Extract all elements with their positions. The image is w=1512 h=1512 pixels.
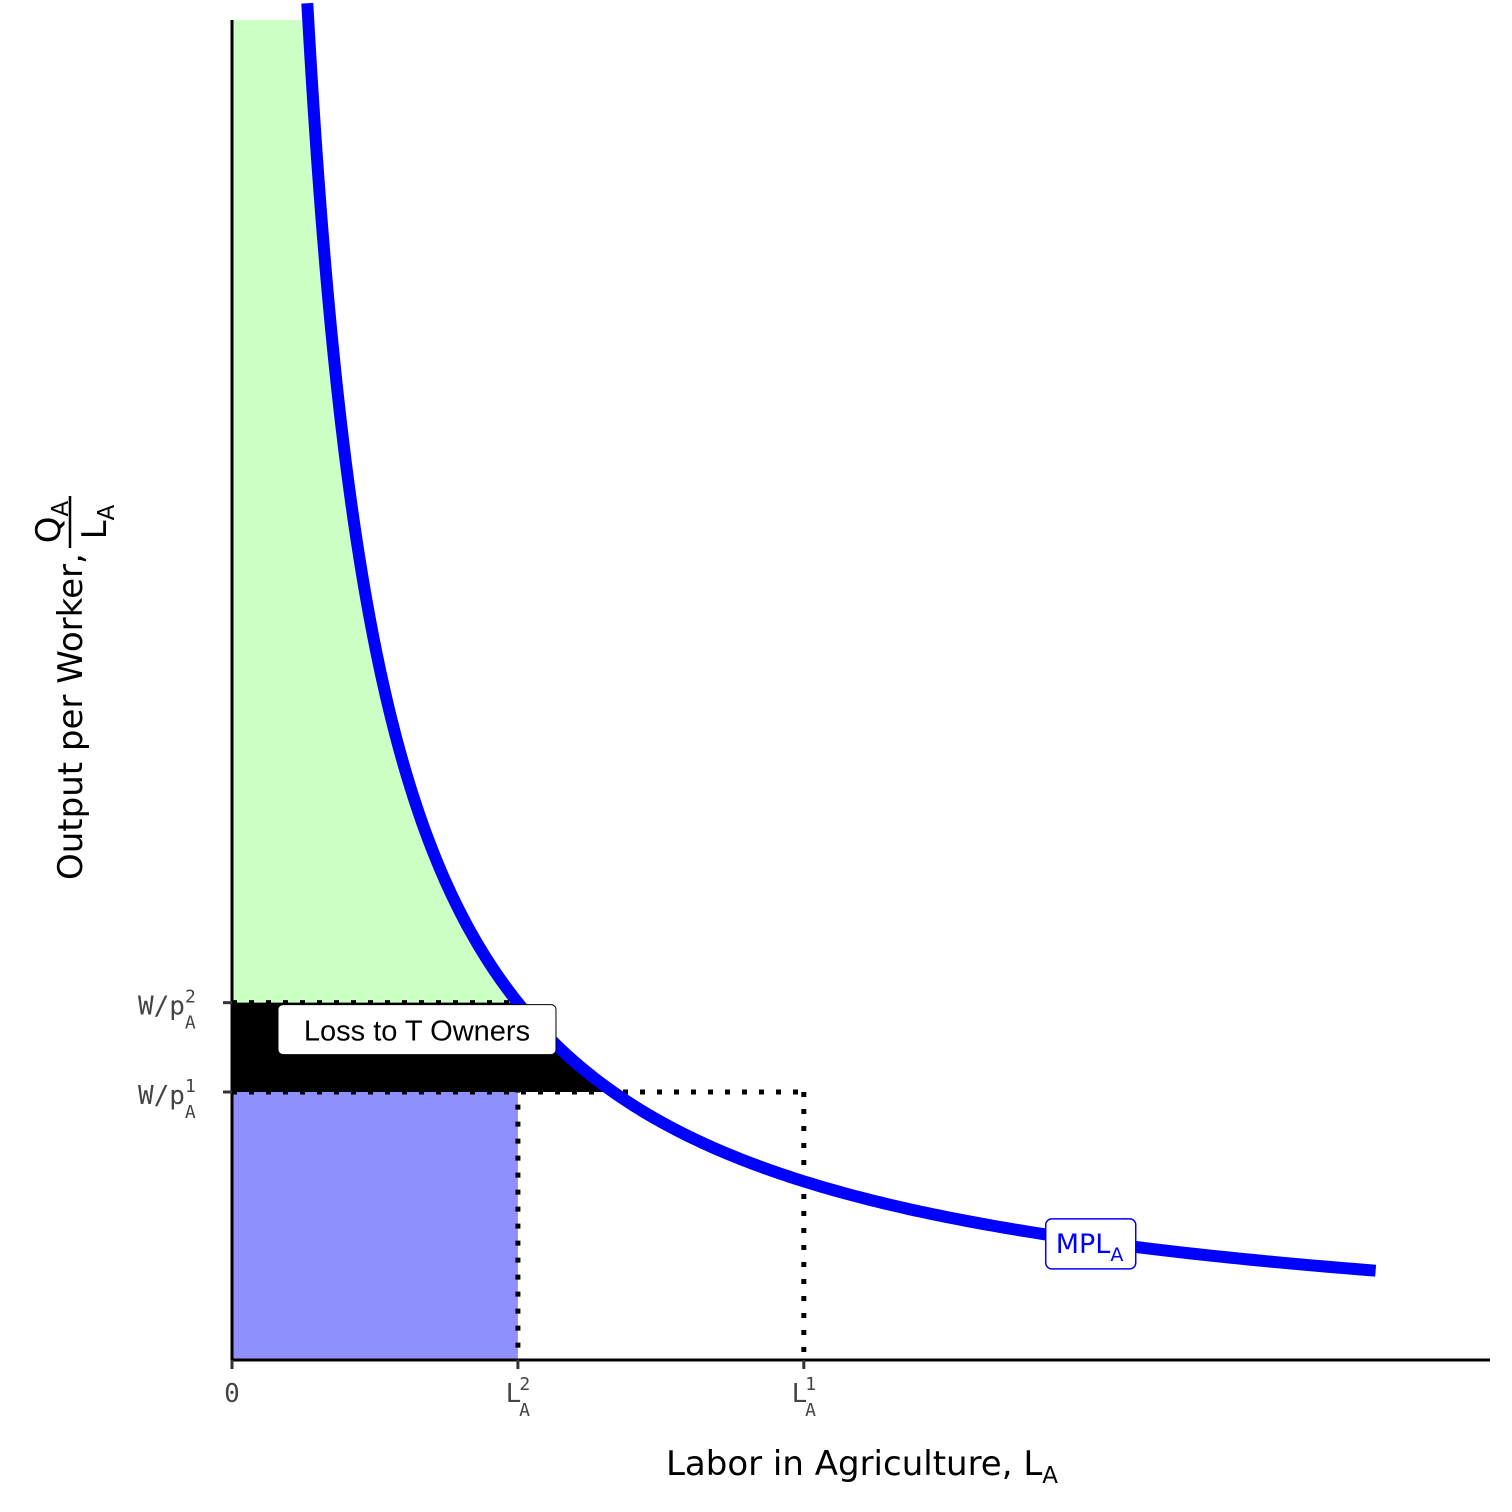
x-tick-main: L (506, 1379, 522, 1409)
loss-label-text: Loss to T Owners (304, 1016, 530, 1048)
x-tick-label: 0 (224, 1379, 240, 1409)
y-axis-title-prefix: Output per Worker, (51, 553, 91, 880)
x-tick-label: L2 A (506, 1374, 531, 1421)
y-tick-main: W/p (138, 1081, 185, 1111)
x-tick-main: L (792, 1379, 808, 1409)
x-axis-title-sub: A (1042, 1463, 1058, 1489)
y-tick-sub: A (185, 1102, 196, 1123)
y-axis-fraction-denominator: LA (75, 504, 120, 539)
x-axis-title-main: Labor in Agriculture, L (666, 1444, 1042, 1484)
y-tick-label: W/p2 A (138, 987, 196, 1034)
x-tick-sub: A (805, 1400, 816, 1421)
regions-layer (232, 20, 614, 1360)
mpl-label-main: MPL (1056, 1229, 1111, 1260)
y-axis-title-text: Output per Worker, (51, 553, 91, 880)
wage-bill-region (232, 1092, 518, 1360)
y-tick-main: W/p (138, 992, 185, 1022)
surplus-region (232, 20, 518, 1003)
x-tick-sup: 2 (519, 1374, 530, 1395)
y-tick-sup: 2 (185, 987, 196, 1008)
mpl-label-sub: A (1110, 1244, 1123, 1266)
y-axis-num-main: Q (29, 516, 69, 543)
x-tick-main: 0 (224, 1379, 240, 1409)
loss-label-box (277, 1004, 557, 1056)
mpl-label-text: MPLA (1056, 1229, 1124, 1266)
y-axis-den-sub: A (94, 504, 120, 520)
y-axis-fraction-numerator: QA (29, 500, 74, 543)
y-tick-sup: 1 (185, 1076, 196, 1097)
axes-layer (223, 20, 1490, 1369)
y-tick-sub: A (185, 1013, 196, 1034)
x-tick-sub: A (519, 1400, 530, 1421)
mpl-label-box (1044, 1218, 1137, 1270)
x-tick-label: L1 A (792, 1374, 817, 1421)
x-tick-sup: 1 (805, 1374, 816, 1395)
guides-layer (232, 1000, 807, 1360)
y-axis-num-sub: A (48, 500, 74, 516)
y-axis-den-main: L (75, 520, 115, 539)
y-tick-label: W/p1 A (138, 1076, 196, 1123)
x-axis-title: Labor in Agriculture, LA (666, 1444, 1058, 1489)
